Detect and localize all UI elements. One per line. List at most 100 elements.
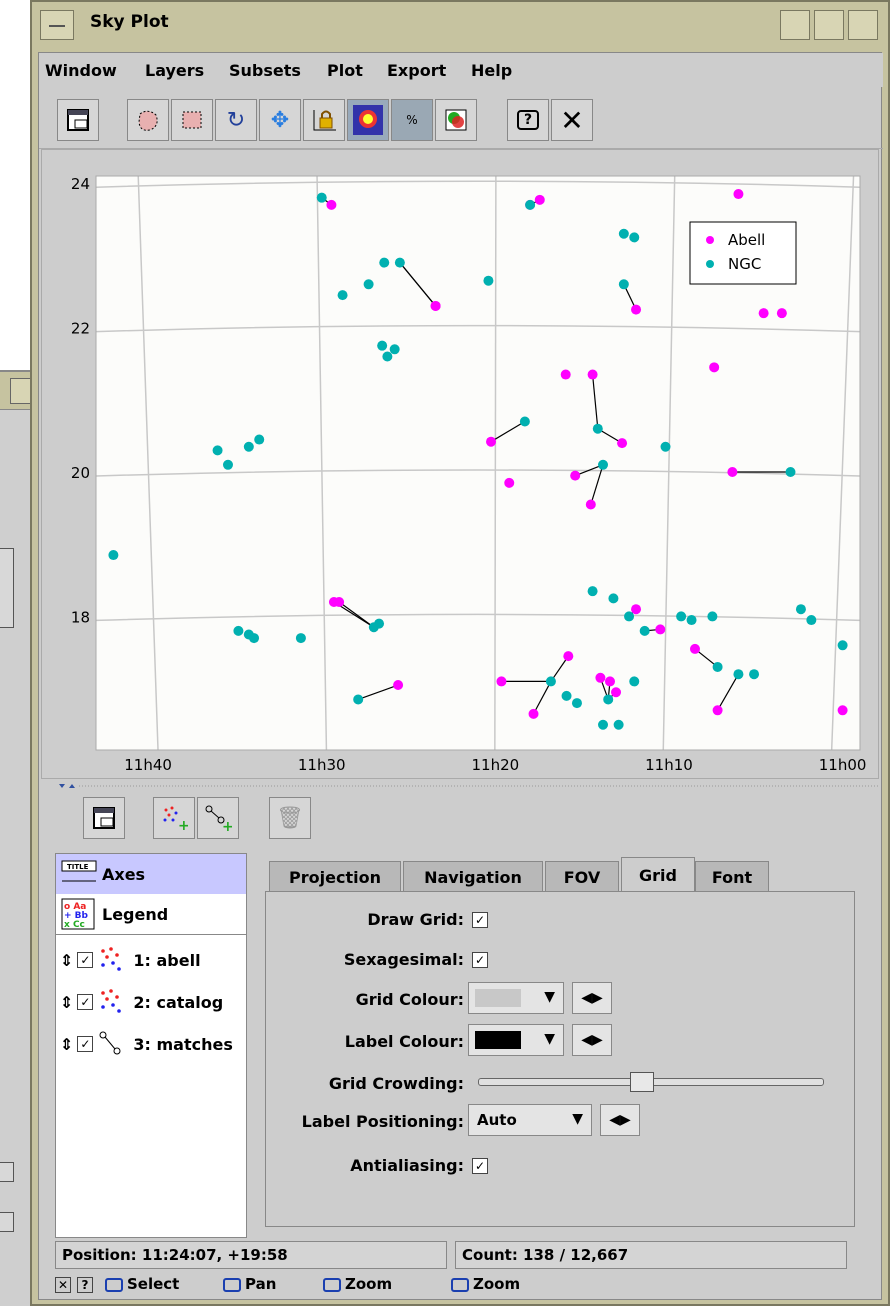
left-right-arrows-icon: ◀▶ bbox=[581, 990, 603, 1006]
layer-matches-checkbox[interactable]: ✓ bbox=[77, 1036, 94, 1052]
draw-grid-checkbox[interactable]: ✓ bbox=[472, 912, 488, 928]
abell-point bbox=[560, 369, 571, 380]
system-menu-button[interactable] bbox=[40, 10, 74, 40]
axis-lock-button[interactable] bbox=[303, 99, 345, 141]
layers-toolbar: + + 🗑 bbox=[39, 791, 883, 849]
antialiasing-checkbox[interactable]: ✓ bbox=[472, 1158, 488, 1174]
close-button[interactable]: ✕ bbox=[551, 99, 593, 141]
ngc-point bbox=[561, 690, 572, 701]
abell-point bbox=[534, 194, 545, 205]
ra-grid-line bbox=[494, 175, 497, 751]
abell-point bbox=[430, 300, 441, 311]
box-subset-button[interactable] bbox=[171, 99, 213, 141]
menu-help[interactable]: Help bbox=[471, 61, 513, 80]
tab-font[interactable]: Font bbox=[695, 861, 769, 893]
legend-box bbox=[689, 221, 797, 285]
zoom-hint-label: Zoom bbox=[345, 1275, 393, 1293]
grid-colour-stepper[interactable]: ◀▶ bbox=[572, 982, 612, 1014]
menu-subsets[interactable]: Subsets bbox=[229, 61, 301, 80]
abell-point bbox=[595, 672, 606, 683]
drag-handle-icon[interactable]: ⇕ bbox=[60, 992, 74, 1012]
tab-grid[interactable]: Grid bbox=[621, 857, 695, 893]
navigate-button[interactable]: ✥ bbox=[259, 99, 301, 141]
abell-point bbox=[611, 687, 622, 698]
layer-matches[interactable]: ⇕ ✓ 3: matches bbox=[56, 1024, 246, 1064]
scroll-up-icon[interactable] bbox=[0, 1162, 14, 1182]
help-icon[interactable]: ? bbox=[77, 1275, 93, 1293]
ngc-point bbox=[676, 611, 687, 622]
density-button[interactable] bbox=[347, 99, 389, 141]
match-link bbox=[591, 374, 599, 429]
layer-list: TITLE Axes o Aa + Bb x Cc Legend ⇕ ✓ 1: ab… bbox=[55, 853, 247, 1238]
grid-settings-panel: Draw Grid: ✓ Sexagesimal: ✓ Grid Colour:… bbox=[265, 891, 855, 1227]
tab-projection[interactable]: Projection bbox=[269, 861, 401, 893]
layer-abell-checkbox[interactable]: ✓ bbox=[77, 952, 94, 968]
maximize-button[interactable] bbox=[848, 10, 878, 40]
layer-axes[interactable]: TITLE Axes bbox=[56, 854, 246, 894]
ngc-point bbox=[571, 698, 582, 709]
sky-plot-chart[interactable]: 11h40 11h30 11h20 11h10 11h00 24 22 20 18 Abell NG… bbox=[42, 150, 878, 778]
tab-fov[interactable]: FOV bbox=[545, 861, 619, 893]
new-window-button[interactable] bbox=[57, 99, 99, 141]
ngc-point bbox=[295, 633, 306, 644]
chevron-down-icon: ▼ bbox=[572, 1111, 583, 1127]
legend-marker bbox=[706, 260, 714, 268]
sky-plot-window: Sky Plot Window Layers Subsets Plot Expo… bbox=[30, 0, 890, 1306]
label-positioning-stepper[interactable]: ◀▶ bbox=[600, 1104, 640, 1136]
grid-crowding-slider[interactable] bbox=[478, 1072, 824, 1092]
split-pane-divider[interactable] bbox=[39, 779, 883, 791]
help-button[interactable]: ? bbox=[507, 99, 549, 141]
blob-subset-button[interactable] bbox=[127, 99, 169, 141]
antialiasing-label: Antialiasing: bbox=[350, 1156, 464, 1175]
label-colour-stepper[interactable]: ◀▶ bbox=[572, 1024, 612, 1056]
grid-colour-select[interactable]: ▼ bbox=[468, 982, 564, 1014]
label-colour-select[interactable]: ▼ bbox=[468, 1024, 564, 1056]
pair-link-icon bbox=[99, 1031, 121, 1055]
zoom-hint-2: Zoom bbox=[451, 1275, 520, 1293]
layer-catalog[interactable]: ⇕ ✓ 2: catalog bbox=[56, 982, 246, 1022]
add-pair-layer-button[interactable]: + bbox=[197, 797, 239, 839]
menu-plot[interactable]: Plot bbox=[327, 61, 363, 80]
slider-thumb[interactable] bbox=[630, 1072, 654, 1092]
scroll-down-icon[interactable] bbox=[0, 1212, 14, 1232]
ngc-point bbox=[249, 633, 260, 644]
ngc-point bbox=[316, 192, 327, 203]
match-link bbox=[590, 464, 604, 505]
ngc-point bbox=[598, 719, 609, 730]
tab-navigation[interactable]: Navigation bbox=[403, 861, 543, 893]
ngc-point bbox=[212, 445, 223, 456]
drag-handle-icon[interactable]: ⇕ bbox=[60, 950, 74, 970]
x-tick-label: 11h00 bbox=[819, 756, 867, 774]
menu-export[interactable]: Export bbox=[387, 61, 447, 80]
layer-legend[interactable]: o Aa + Bb x Cc Legend bbox=[56, 894, 246, 934]
zoom-hint-1: Zoom bbox=[323, 1275, 392, 1293]
minimize-button[interactable] bbox=[780, 10, 810, 40]
colour-button[interactable] bbox=[435, 99, 477, 141]
mouse-hints: ✕ ? Select Pan Zoom Zoom bbox=[55, 1273, 879, 1301]
drag-handle-icon[interactable]: ⇕ bbox=[60, 1034, 74, 1054]
menu-window[interactable]: Window bbox=[45, 61, 117, 80]
abell-point bbox=[496, 676, 507, 687]
label-positioning-select[interactable]: Auto ▼ bbox=[468, 1104, 592, 1136]
draw-grid-row: Draw Grid: ✓ bbox=[266, 902, 854, 936]
menu-layers[interactable]: Layers bbox=[145, 61, 205, 80]
sexagesimal-checkbox[interactable]: ✓ bbox=[472, 952, 488, 968]
dec-grid-line bbox=[95, 324, 861, 333]
window-content: Window Layers Subsets Plot Export Help ↻… bbox=[38, 52, 883, 1301]
close-icon[interactable]: ✕ bbox=[55, 1275, 71, 1293]
sketch-button[interactable]: % bbox=[391, 99, 433, 141]
delete-layer-button[interactable]: 🗑 bbox=[269, 797, 311, 839]
layer-catalog-checkbox[interactable]: ✓ bbox=[77, 994, 94, 1010]
layer-abell[interactable]: ⇕ ✓ 1: abell bbox=[56, 940, 246, 980]
ngc-point bbox=[377, 340, 388, 351]
count-readout: Count: 138 / 12,667 bbox=[455, 1241, 847, 1269]
y-tick-label: 18 bbox=[71, 608, 90, 626]
add-position-layer-button[interactable]: + bbox=[153, 797, 195, 839]
restore-button[interactable] bbox=[814, 10, 844, 40]
ngc-point bbox=[733, 669, 744, 680]
legend-label: NGC bbox=[728, 255, 761, 273]
plot-panel[interactable]: 11h40 11h30 11h20 11h10 11h00 24 22 20 18 Abell NG… bbox=[41, 149, 879, 779]
layer-abell-label: 1: abell bbox=[133, 950, 201, 970]
replot-button[interactable]: ↻ bbox=[215, 99, 257, 141]
new-window-button-2[interactable] bbox=[83, 797, 125, 839]
